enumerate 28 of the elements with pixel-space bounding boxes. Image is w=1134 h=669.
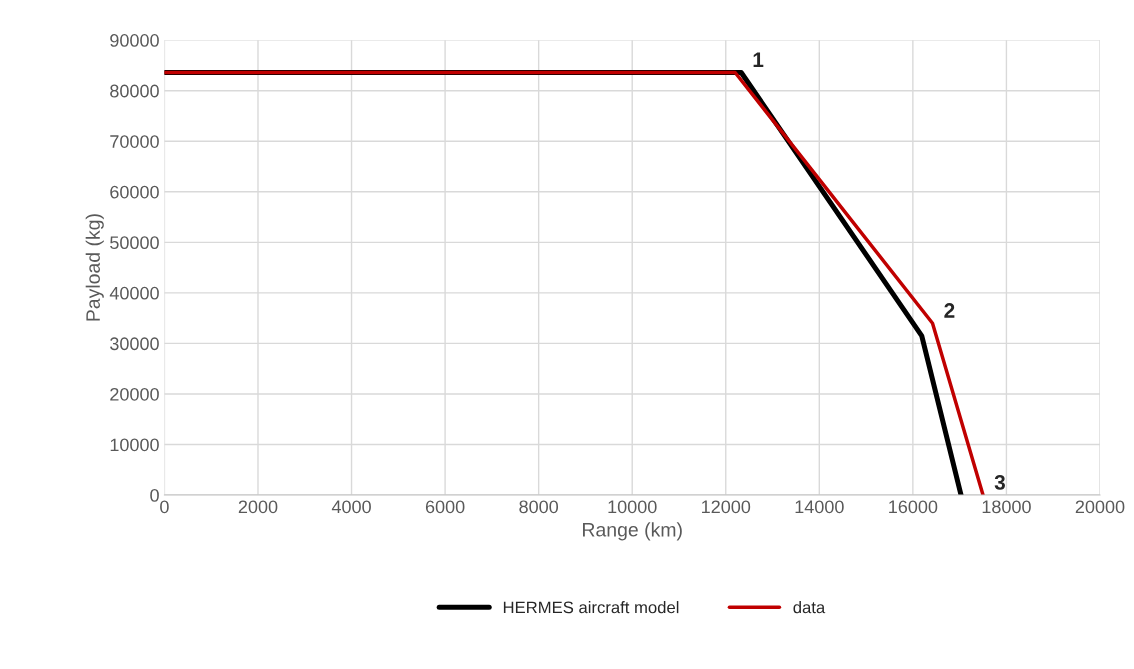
y-tick-label: 0 xyxy=(150,488,159,502)
x-tick-label: 0 xyxy=(160,500,169,514)
x-tick-label: 2000 xyxy=(238,500,278,514)
x-tick-label: 16000 xyxy=(889,500,938,514)
y-tick-label: 20000 xyxy=(110,387,159,401)
legend-label: data xyxy=(793,601,826,614)
x-tick-label: 18000 xyxy=(982,500,1031,514)
y-tick-label: 90000 xyxy=(110,34,159,47)
x-tick-label: 14000 xyxy=(795,500,844,514)
y-axis-title: Payload (kg) xyxy=(85,214,104,321)
annotation: 2 xyxy=(944,303,955,318)
y-tick-label: 80000 xyxy=(110,84,159,98)
y-tick-label: 70000 xyxy=(110,135,159,148)
annotation: 1 xyxy=(753,52,764,67)
x-tick-label: 8000 xyxy=(519,500,559,514)
y-tick-label: 50000 xyxy=(110,236,159,250)
y-tick-label: 10000 xyxy=(110,438,159,452)
x-tick-label: 6000 xyxy=(425,500,465,514)
x-tick-label: 12000 xyxy=(702,500,751,514)
y-tick-label: 40000 xyxy=(109,286,159,300)
legend-label: HERMES aircraft model xyxy=(503,601,679,614)
x-tick-label: 10000 xyxy=(608,500,657,514)
x-axis-title: Range (km) xyxy=(583,522,682,541)
y-tick-label: 30000 xyxy=(110,337,159,351)
x-tick-label: 4000 xyxy=(331,500,371,514)
y-tick-label: 60000 xyxy=(110,185,159,199)
x-tick-label: 20000 xyxy=(1075,500,1125,514)
annotation: 3 xyxy=(994,474,1005,490)
